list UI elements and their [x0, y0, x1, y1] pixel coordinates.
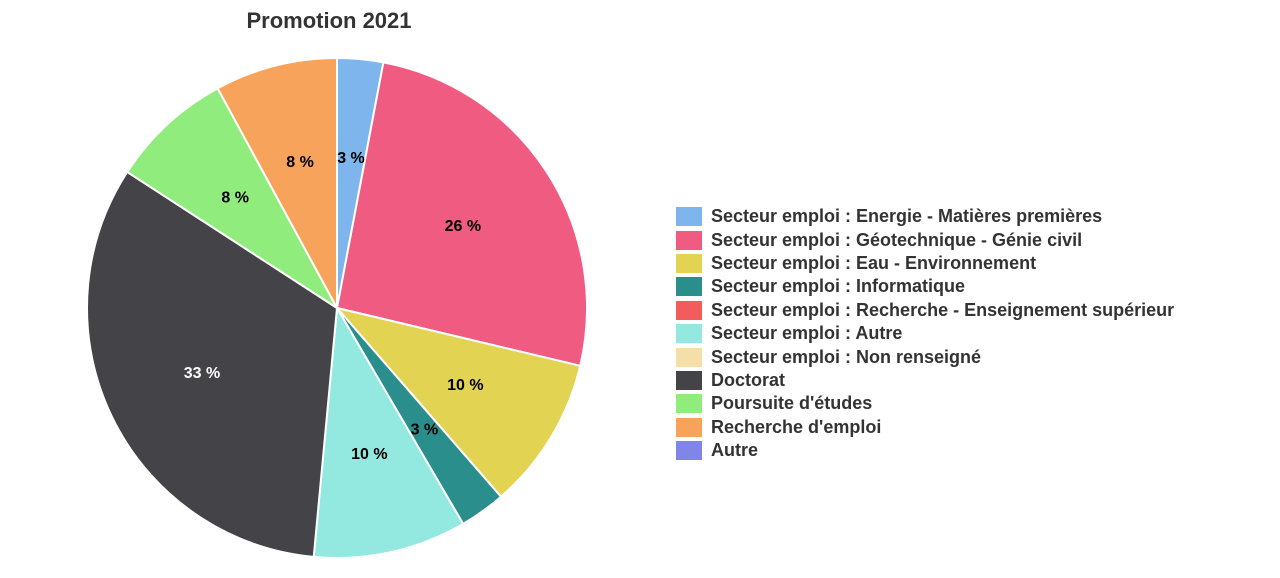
data-label-secteur-emploi-autre: 10 % [351, 446, 387, 463]
legend-item-secteur-emploi-informatique[interactable]: Secteur emploi : Informatique [676, 275, 1174, 298]
data-label-doctorat: 33 % [184, 365, 220, 382]
data-label-secteur-emploi-energie-matieres-premieres: 3 % [337, 150, 365, 167]
legend-label: Doctorat [711, 369, 786, 390]
legend-swatch [676, 230, 702, 250]
legend-swatch [676, 277, 702, 297]
legend-label: Secteur emploi : Non renseigné [711, 346, 982, 367]
legend-label: Secteur emploi : Energie - Matières prem… [711, 206, 1103, 227]
legend-swatch [676, 417, 702, 437]
legend-item-secteur-emploi-non-renseigne[interactable]: Secteur emploi : Non renseigné [676, 345, 1174, 368]
pie-slices [86, 57, 588, 559]
legend-swatch [676, 347, 702, 367]
legend-label: Autre [711, 440, 759, 461]
data-label-secteur-emploi-eau-environnement: 10 % [447, 377, 483, 394]
legend-item-doctorat[interactable]: Doctorat [676, 369, 1174, 392]
pie-slice-secteur-emploi-autre[interactable] [312, 307, 465, 559]
legend-item-secteur-emploi-recherche-enseignement-superieur[interactable]: Secteur emploi : Recherche - Enseignemen… [676, 299, 1174, 322]
legend-item-autre[interactable]: Autre [676, 439, 1174, 462]
legend-item-secteur-emploi-eau-environnement[interactable]: Secteur emploi : Eau - Environnement [676, 252, 1174, 275]
legend-label: Secteur emploi : Géotechnique - Génie ci… [711, 229, 1083, 250]
legend-label: Secteur emploi : Autre [711, 323, 903, 344]
pie-slice-secteur-emploi-geotechnique-genie-civil[interactable] [336, 61, 588, 367]
legend-label: Secteur emploi : Informatique [711, 276, 966, 297]
legend-item-recherche-d-emploi[interactable]: Recherche d'emploi [676, 416, 1174, 439]
legend-label: Poursuite d'études [711, 393, 873, 414]
legend-item-poursuite-d-etudes[interactable]: Poursuite d'études [676, 392, 1174, 415]
data-label-poursuite-d-etudes: 8 % [221, 189, 249, 206]
chart-title: Promotion 2021 [246, 8, 412, 33]
pie-data-labels: 3 % 26 % 10 % 3 % 10 % 33 % 8 % 8 % [184, 150, 484, 463]
legend-label: Secteur emploi : Eau - Environnement [711, 252, 1037, 273]
legend-item-secteur-emploi-energie-matieres-premieres[interactable]: Secteur emploi : Energie - Matières prem… [676, 205, 1174, 228]
data-label-secteur-emploi-informatique: 3 % [411, 421, 439, 438]
pie-slice-poursuite-d-etudes[interactable] [126, 87, 338, 309]
pie-chart: 3 % 26 % 10 % 3 % 10 % 33 % 8 % 8 % [86, 57, 588, 559]
legend-swatch [676, 207, 702, 227]
pie-slice-recherche-d-emploi[interactable] [216, 57, 338, 309]
legend-swatch [676, 300, 702, 320]
legend-label: Secteur emploi : Recherche - Enseignemen… [711, 299, 1175, 320]
legend-swatch [676, 324, 702, 344]
legend-swatch [676, 253, 702, 273]
legend-swatch [676, 370, 702, 390]
pie-slice-secteur-emploi-eau-environnement[interactable] [336, 307, 582, 498]
legend: Secteur emploi : Energie - Matières prem… [676, 205, 1174, 462]
legend-item-secteur-emploi-geotechnique-genie-civil[interactable]: Secteur emploi : Géotechnique - Génie ci… [676, 228, 1174, 251]
legend-label: Recherche d'emploi [711, 416, 882, 437]
legend-swatch [676, 394, 702, 414]
legend-item-secteur-emploi-autre[interactable]: Secteur emploi : Autre [676, 322, 1174, 345]
data-label-secteur-emploi-geotechnique-genie-civil: 26 % [445, 218, 481, 235]
data-label-recherche-d-emploi: 8 % [286, 154, 314, 171]
legend-swatch [676, 441, 702, 461]
